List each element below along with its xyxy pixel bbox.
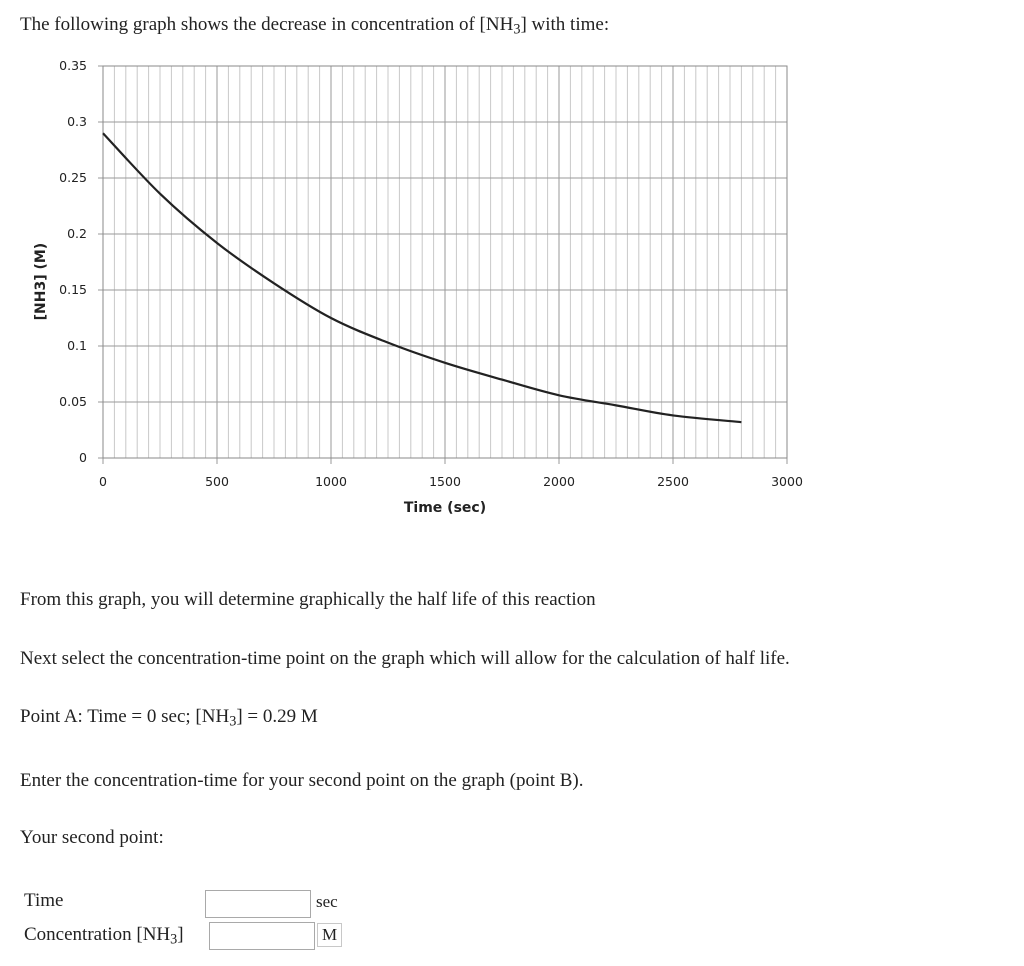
time-input[interactable] <box>205 890 311 918</box>
concentration-unit: M <box>317 923 343 947</box>
concentration-time-chart: 0 0.05 0.1 0.15 0.2 0.25 0.3 0.35 0 500 1000 1500 2… <box>33 58 803 516</box>
y-tick-label: 0.25 <box>59 170 87 185</box>
time-unit: sec <box>316 892 338 911</box>
instruction-half-life: From this graph, you will determine grap… <box>20 589 596 610</box>
y-tick-label: 0.15 <box>59 282 87 297</box>
x-tick-label: 2000 <box>543 474 575 489</box>
concentration-input[interactable] <box>209 922 315 950</box>
time-label: Time <box>24 890 64 911</box>
x-tick-label: 1000 <box>315 474 347 489</box>
concentration-label: Concentration [NH3] <box>24 924 184 948</box>
second-point-label: Your second point: <box>20 827 164 848</box>
y-axis-label: [NH3] (M) <box>33 243 49 321</box>
y-tick-label: 0.35 <box>59 58 87 73</box>
concentration-curve <box>102 132 742 424</box>
question-intro: The following graph shows the decrease i… <box>20 14 610 38</box>
y-tick-label: 0.1 <box>67 338 87 353</box>
y-tick-label: 0 <box>79 450 87 465</box>
x-tick-label: 500 <box>205 474 229 489</box>
x-axis-ticks: 0 500 1000 1500 2000 2500 3000 <box>99 474 803 489</box>
y-tick-label: 0.2 <box>67 226 87 241</box>
y-tick-label: 0.05 <box>59 394 87 409</box>
x-axis-label: Time (sec) <box>404 500 486 516</box>
instruction-point-b: Enter the concentration-time for your se… <box>20 770 584 791</box>
point-a-text: Point A: Time = 0 sec; [NH3] = 0.29 M <box>20 706 318 730</box>
y-axis-ticks: 0 0.05 0.1 0.15 0.2 0.25 0.3 0.35 <box>59 58 87 465</box>
chart-grid <box>98 65 788 464</box>
plot-frame <box>102 65 788 459</box>
x-tick-label: 0 <box>99 474 107 489</box>
instruction-select-point: Next select the concentration-time point… <box>20 648 790 669</box>
y-tick-label: 0.3 <box>67 114 87 129</box>
x-tick-label: 3000 <box>771 474 803 489</box>
x-tick-label: 1500 <box>429 474 461 489</box>
x-tick-label: 2500 <box>657 474 689 489</box>
